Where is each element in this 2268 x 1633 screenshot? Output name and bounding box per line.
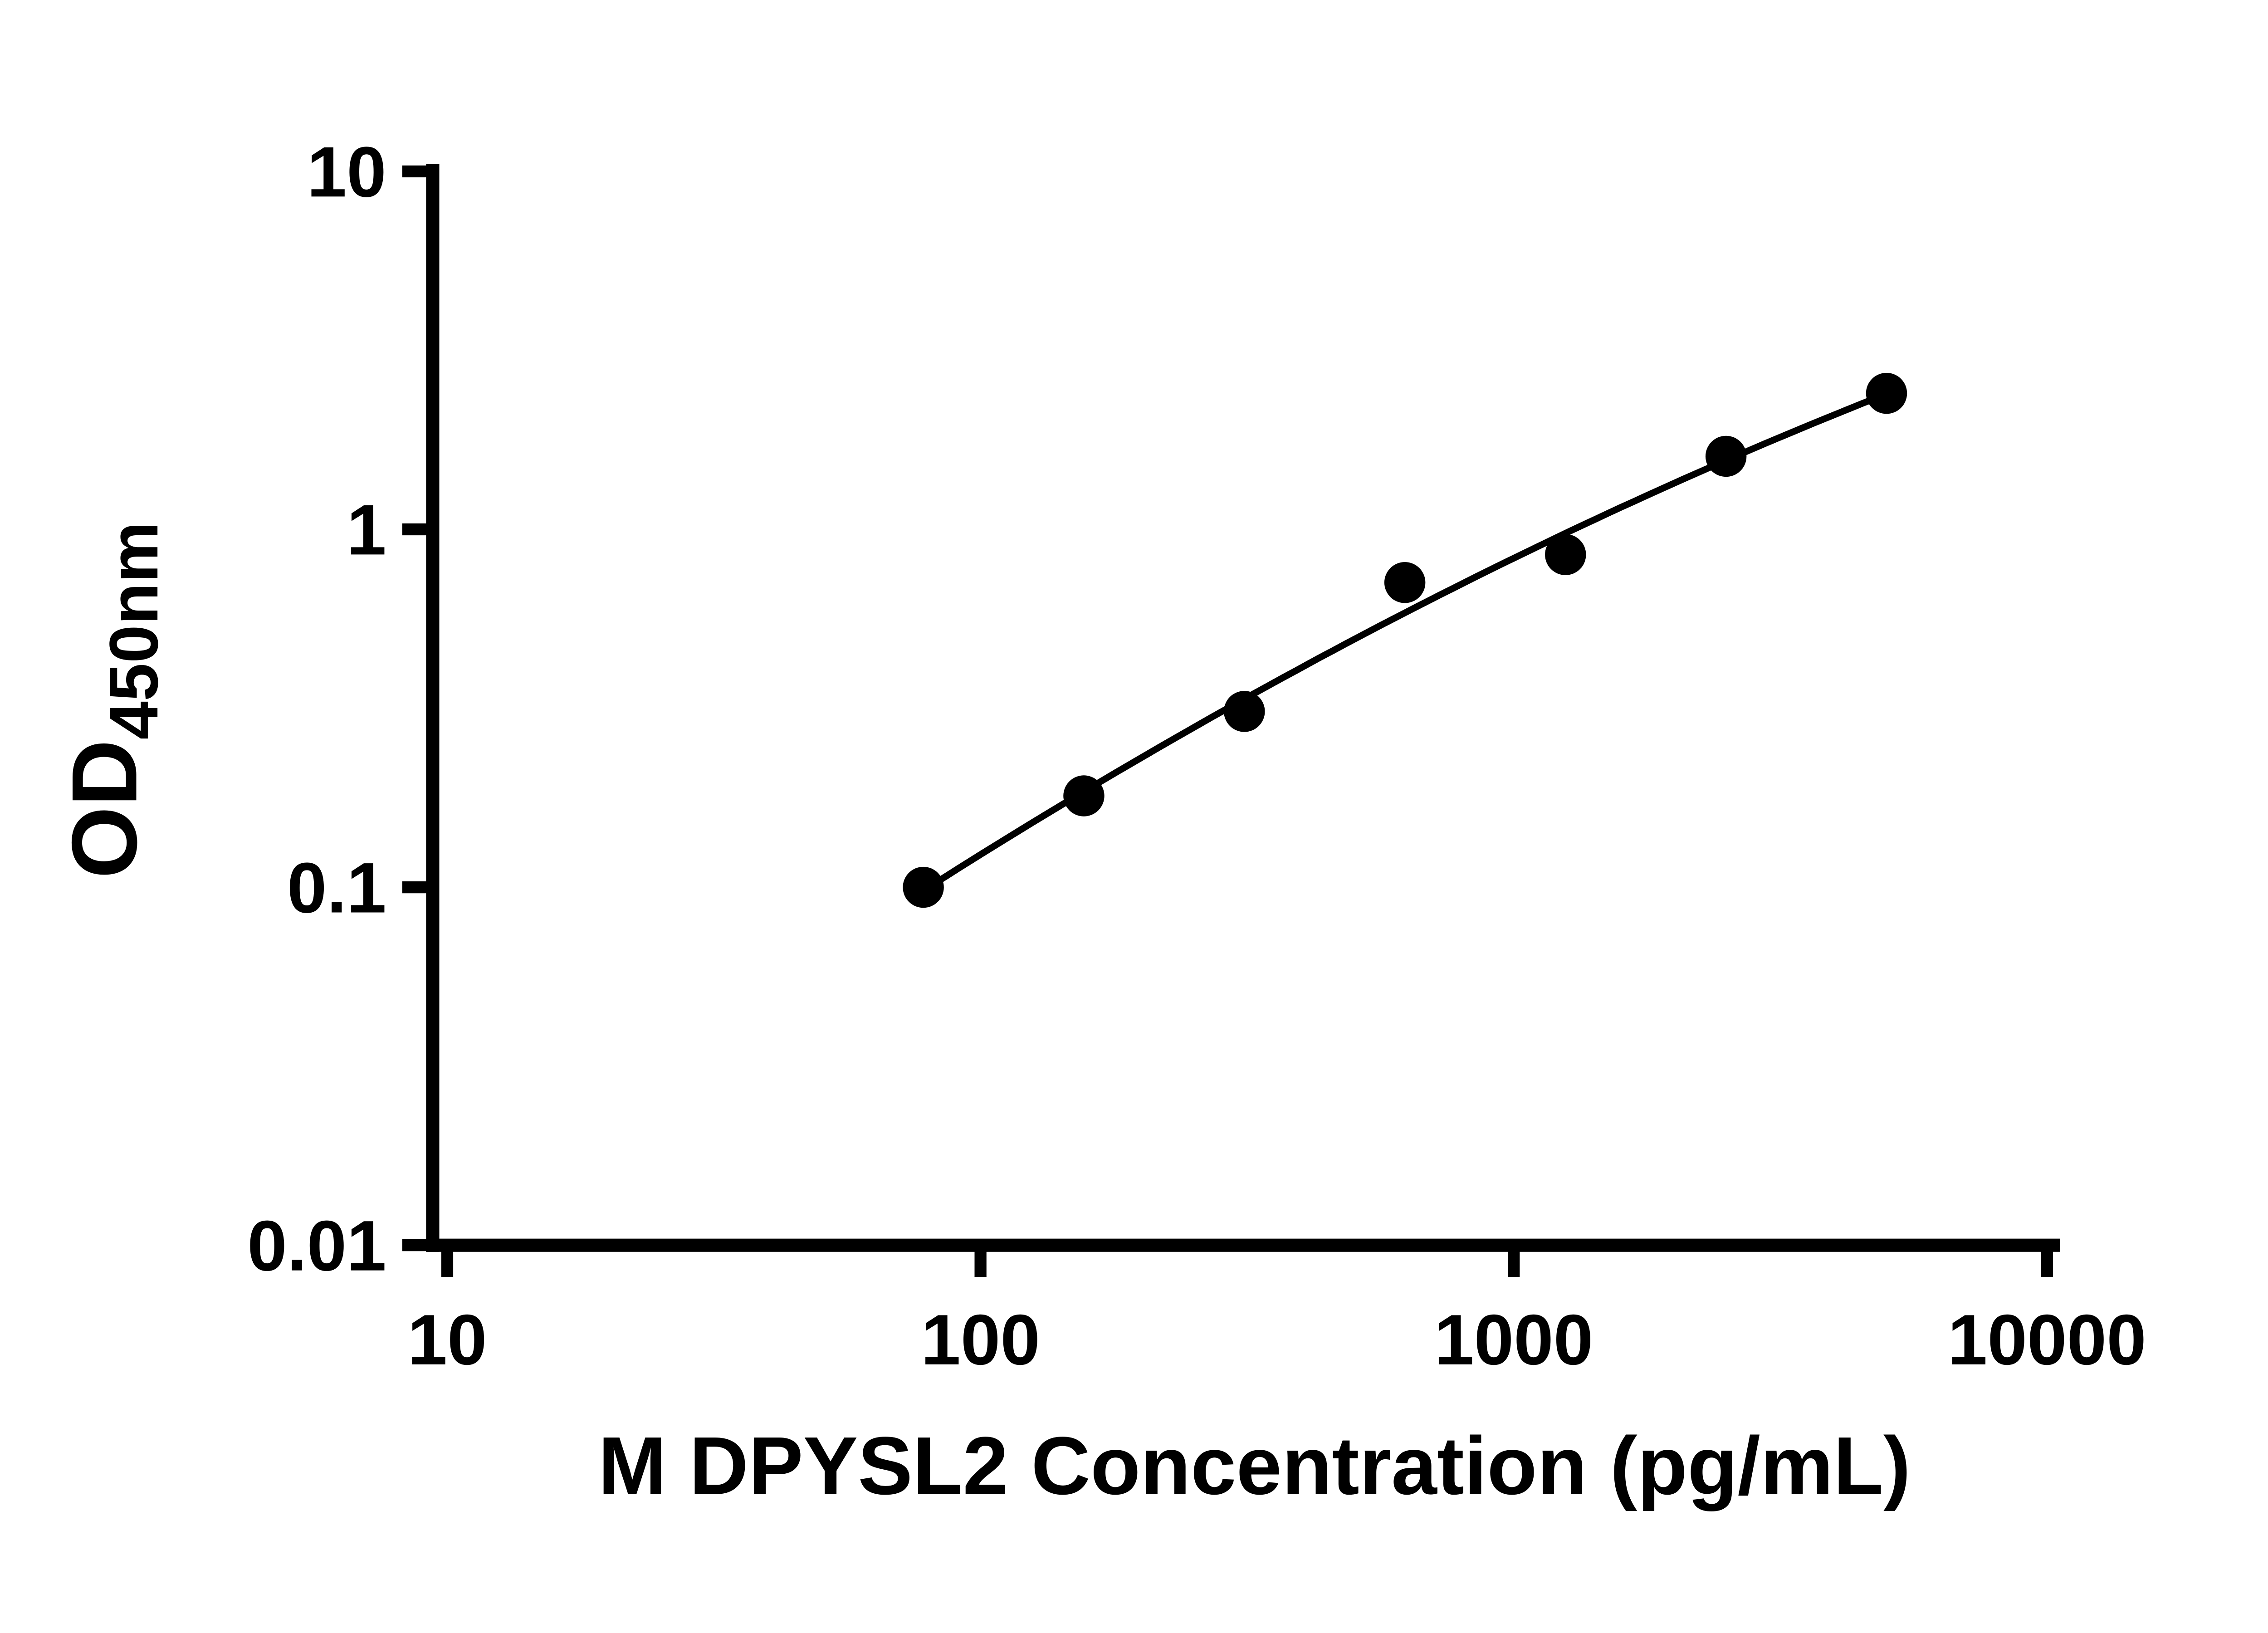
x-tick-label: 10000 [1948,1300,2146,1380]
data-point [1063,775,1105,816]
y-axis-ticks [402,165,437,1252]
x-axis-title: M DPYSL2 Concentration (pg/mL) [598,1420,1911,1512]
y-axis-tick-labels: 0.01 0.1 1 10 [247,132,386,1286]
y-tick-label: 0.01 [247,1206,386,1286]
x-tick-label: 1000 [1434,1300,1593,1380]
x-axis-ticks [441,1242,2053,1277]
x-tick-label: 100 [921,1300,1040,1380]
y-tick-label: 10 [307,132,386,212]
y-axis-title-subscript: 450nm [96,522,172,740]
data-point [1384,562,1426,603]
axes [426,164,2061,1252]
x-tick-label: 10 [407,1300,487,1380]
y-tick-label: 0.1 [287,848,386,928]
y-axis-title: OD450nm [53,522,172,879]
data-point [1224,691,1265,732]
data-point [903,866,944,908]
data-point [1866,372,1907,414]
data-point [1705,435,1747,477]
data-series [903,372,1907,908]
y-axis-title-main: OD [53,739,156,878]
data-point [1545,534,1586,575]
y-tick-label: 1 [347,490,386,570]
x-axis-tick-labels: 10 100 1000 10000 [407,1300,2146,1380]
